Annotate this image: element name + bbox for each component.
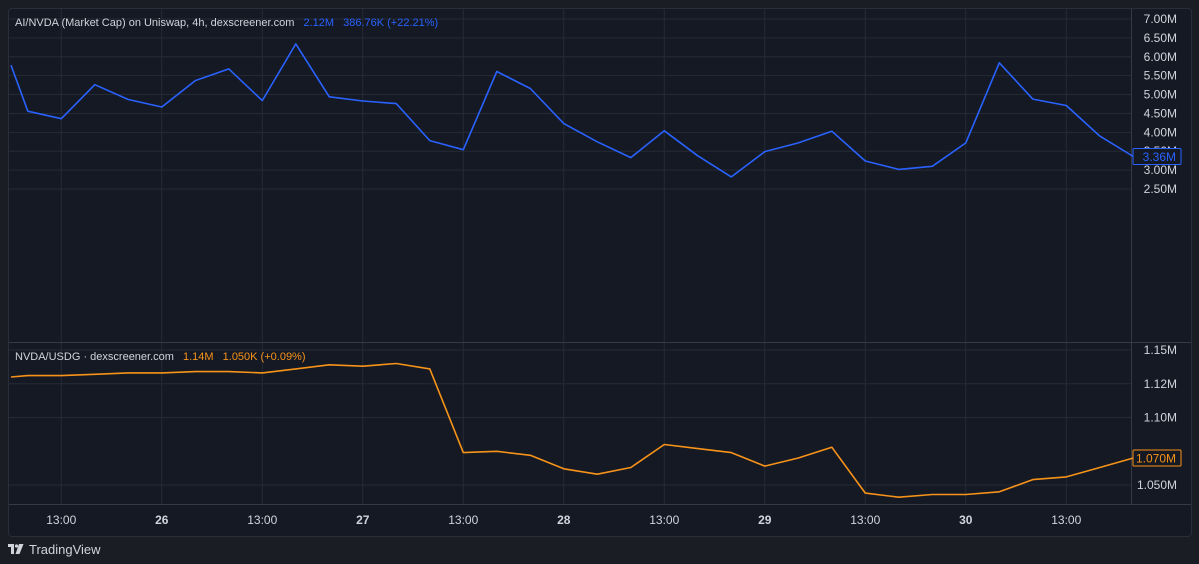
x-tick-label: 13:00 (46, 513, 76, 527)
last-value-box (1132, 148, 1182, 166)
chart-frame: 13:00 26 13:00 27 13:00 28 13:00 29 13:00 30 13:00… (8, 8, 1192, 537)
y-tick-label: 1.050M (1137, 478, 1177, 492)
y-tick-label: 5.00M (1144, 88, 1177, 102)
last-value-label: 1.070M (1136, 452, 1176, 466)
top-legend-value: 2.12M (303, 17, 335, 29)
ai-nvda-market-cap-line (10, 43, 1134, 178)
x-tick-label: 29 (758, 513, 772, 527)
last-value-box (1132, 449, 1182, 467)
y-tick-label: 4.00M (1144, 125, 1177, 139)
x-tick-label: 13:00 (247, 513, 277, 527)
x-tick-label: 27 (356, 513, 370, 527)
y-tick-label: 1.12M (1144, 377, 1177, 391)
tradingview-logo-icon (8, 544, 24, 554)
chart-canvas[interactable]: 13:00 26 13:00 27 13:00 28 13:00 29 13:00 30 13:00… (9, 9, 1191, 536)
x-tick-label: 28 (557, 513, 571, 527)
y-tick-label: 2.50M (1144, 182, 1177, 196)
x-tick-label: 26 (155, 513, 169, 527)
y-tick-label: 1.15M (1144, 343, 1177, 357)
bottom-series-legend[interactable]: NVDA/USDG · dexscreener.com 1.14M 1.050K… (15, 351, 312, 363)
y-tick-label: 6.50M (1144, 31, 1177, 45)
y-tick-label: 1.10M (1144, 411, 1177, 425)
y-tick-label: 3.00M (1144, 163, 1177, 177)
y-tick-label: 6.00M (1144, 50, 1177, 64)
y-tick-label: 7.00M (1144, 12, 1177, 26)
x-tick-label: 13:00 (850, 513, 880, 527)
nvda-usdg-line (10, 362, 1134, 499)
tradingview-branding[interactable]: TradingView (8, 538, 101, 560)
bottom-legend-value: 1.14M (183, 351, 214, 363)
x-tick-label: 30 (959, 513, 973, 527)
bottom-legend-change: 1.050K (+0.09%) (222, 351, 306, 363)
y-tick-label: 5.50M (1144, 69, 1177, 83)
x-tick-label: 13:00 (649, 513, 679, 527)
bottom-legend-title: NVDA/USDG · dexscreener.com (15, 351, 174, 363)
top-legend-title: AI/NVDA (Market Cap) on Uniswap, 4h, dex… (15, 17, 295, 29)
y-tick-label: 4.50M (1144, 106, 1177, 120)
top-legend-change: 386.76K (+22.21%) (343, 17, 439, 29)
top-series-legend[interactable]: AI/NVDA (Market Cap) on Uniswap, 4h, dex… (15, 17, 444, 29)
x-tick-label: 13:00 (448, 513, 478, 527)
x-tick-label: 13:00 (1051, 513, 1081, 527)
tradingview-brand-name: TradingView (29, 541, 101, 557)
last-value-label: 3.36M (1143, 150, 1176, 164)
